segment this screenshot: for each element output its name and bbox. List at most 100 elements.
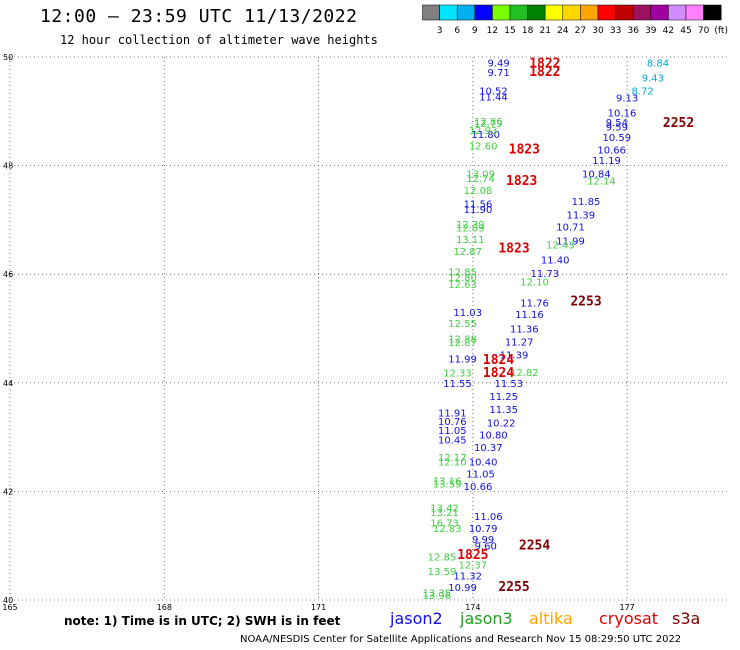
data-label-cryosat: 1823: [498, 242, 529, 257]
colorbar-tick-label: 12: [487, 26, 498, 36]
data-label-jason3: 12.14: [587, 176, 616, 187]
data-label-jason3: 12.85: [448, 267, 477, 278]
colorbar-tick-label: 24: [557, 26, 569, 36]
data-label-jason3: 12.74: [466, 174, 495, 185]
data-label-jason3: 12.86: [474, 117, 503, 128]
page-subtitle: 12 hour collection of altimeter wave hei…: [60, 33, 378, 47]
data-label-cryosat: 1823: [506, 174, 537, 189]
data-label-jason2: 11.05: [438, 426, 467, 437]
data-label-jason3: 12.37: [459, 561, 488, 572]
data-label-jason2: 11.06: [474, 512, 503, 523]
data-label-jason2: 10.66: [597, 145, 626, 156]
data-label-jason3: 12.83: [433, 524, 462, 535]
data-label-cryosat: 1822: [529, 57, 560, 72]
data-label-jason3: 13.09: [466, 170, 495, 181]
data-label-jason3: 12.82: [510, 368, 539, 379]
data-label-jason2: 11.03: [453, 308, 482, 319]
data-label-jason2: 11.99: [556, 237, 585, 248]
legend-item-altika: altika: [529, 609, 573, 628]
data-label-jason3: 13.59: [433, 479, 462, 490]
data-label-jason3: 12.55: [448, 319, 477, 330]
data-label-jason2: 10.80: [479, 430, 508, 441]
colorbar-tick-label: 70: [698, 26, 710, 36]
data-label-jason3: 12.93: [469, 126, 498, 137]
data-label-cryosat: 1824: [483, 353, 514, 368]
data-label-jason2: 11.16: [515, 310, 544, 321]
data-label-jason2: 11.80: [471, 130, 500, 141]
data-label-jason3: 13.35: [423, 588, 452, 599]
data-label-jason2: 9.49: [487, 58, 509, 69]
x-tick-label: 168: [157, 603, 172, 610]
data-label-jason3: 13.42: [430, 504, 459, 515]
colorbar-tick-label: 9: [472, 26, 478, 36]
data-label-jason2: 11.56: [464, 200, 493, 211]
x-tick-label: 171: [311, 603, 326, 610]
x-tick-label: 165: [2, 603, 17, 610]
data-label-jason2: 10.99: [448, 583, 477, 594]
data-label-altika: 8.72: [631, 87, 653, 98]
legend-item-jason2: jason2: [390, 609, 443, 628]
data-label-jason3: 12.08: [464, 186, 493, 197]
data-label-jason2: 11.39: [500, 351, 529, 362]
data-label-cryosat: 1823: [509, 142, 540, 157]
data-label-jason2: 10.22: [487, 418, 516, 429]
colorbar-tick-label: 39: [645, 26, 657, 36]
data-label-s3a: 2254: [519, 539, 550, 554]
data-label-jason3: 12.60: [469, 142, 498, 153]
data-label-jason2: 11.99: [448, 354, 477, 365]
data-label-jason3: 12.87: [453, 247, 482, 258]
data-label-jason2: 10.84: [582, 170, 611, 181]
data-label-jason2: 10.79: [469, 524, 498, 535]
data-label-jason2: 11.40: [541, 256, 570, 267]
colorbar-tick-label: 45: [680, 26, 691, 36]
y-tick-label: 50: [3, 53, 13, 62]
data-label-jason2: 9.71: [487, 68, 509, 79]
page-title: 12:00 – 23:59 UTC 11/13/2022: [40, 6, 358, 27]
colorbar-tick-label: 33: [610, 26, 621, 36]
data-label-jason2: 11.32: [453, 572, 482, 583]
data-label-jason2: 11.44: [479, 93, 508, 104]
data-label-jason3: 12.17: [438, 453, 467, 464]
data-label-jason2: 11.35: [489, 405, 518, 416]
data-label-jason2: 11.85: [572, 197, 601, 208]
data-label-jason3: 12.10: [438, 458, 467, 469]
data-label-jason3: 12.88: [448, 334, 477, 345]
y-tick-label: 44: [3, 379, 13, 388]
data-label-jason2: 9.54: [606, 118, 628, 129]
x-tick-label: 177: [620, 603, 635, 610]
y-tick-label: 40: [3, 596, 13, 605]
wave-height-chart: 165 168 171 174 177 40 42 44 46 48 50 9.499.71 10.52…: [2, 53, 730, 610]
data-label-jason2: 10.16: [608, 108, 637, 119]
data-label-jason3: 12.80: [448, 273, 477, 284]
data-label-jason2: 11.73: [531, 269, 560, 280]
data-label-cryosat: 1824: [483, 366, 514, 381]
x-tick-label: 174: [465, 603, 480, 610]
data-label-jason2: 9.99: [472, 535, 494, 546]
colorbar-tick-label: 3: [437, 26, 443, 36]
data-label-jason2: 10.76: [438, 417, 467, 428]
data-label-jason3: 12.79: [474, 119, 503, 130]
data-label-jason2: 11.27: [505, 338, 534, 349]
colorbar-tick-label: 6: [454, 26, 460, 36]
data-label-jason3: 13.21: [430, 508, 459, 519]
data-label-jason3: 13.96: [423, 591, 452, 602]
note-text: note: 1) Time is in UTC; 2) SWH is in fe…: [64, 614, 341, 628]
data-label-jason3: 12.33: [443, 368, 472, 379]
y-tick-label: 46: [3, 270, 13, 279]
data-label-jason3: 13.11: [456, 235, 485, 246]
data-label-s3a: 2253: [570, 294, 601, 309]
data-label-altika: 9.43: [642, 74, 664, 85]
data-label-jason2: 9.13: [616, 94, 638, 105]
legend-item-s3a: s3a: [672, 609, 701, 628]
colorbar-tick-label: 18: [522, 26, 534, 36]
data-label-jason2: 11.76: [520, 298, 549, 309]
y-tick-label: 42: [3, 487, 13, 496]
data-label-jason2: 11.39: [567, 210, 596, 221]
colorbar-tick-label: 36: [627, 26, 639, 36]
colorbar-tick-label: 27: [575, 26, 586, 36]
data-label-jason2: 9.60: [475, 542, 497, 553]
data-label-jason3: 13.16: [433, 477, 462, 488]
data-label-jason2: 10.59: [603, 133, 632, 144]
colorbar-tick-label: 42: [663, 26, 674, 36]
colorbar-legend: 3 6 9 12 15 18 21 24 27 30 33 36 39 42 45 70 (ft): [422, 4, 728, 36]
